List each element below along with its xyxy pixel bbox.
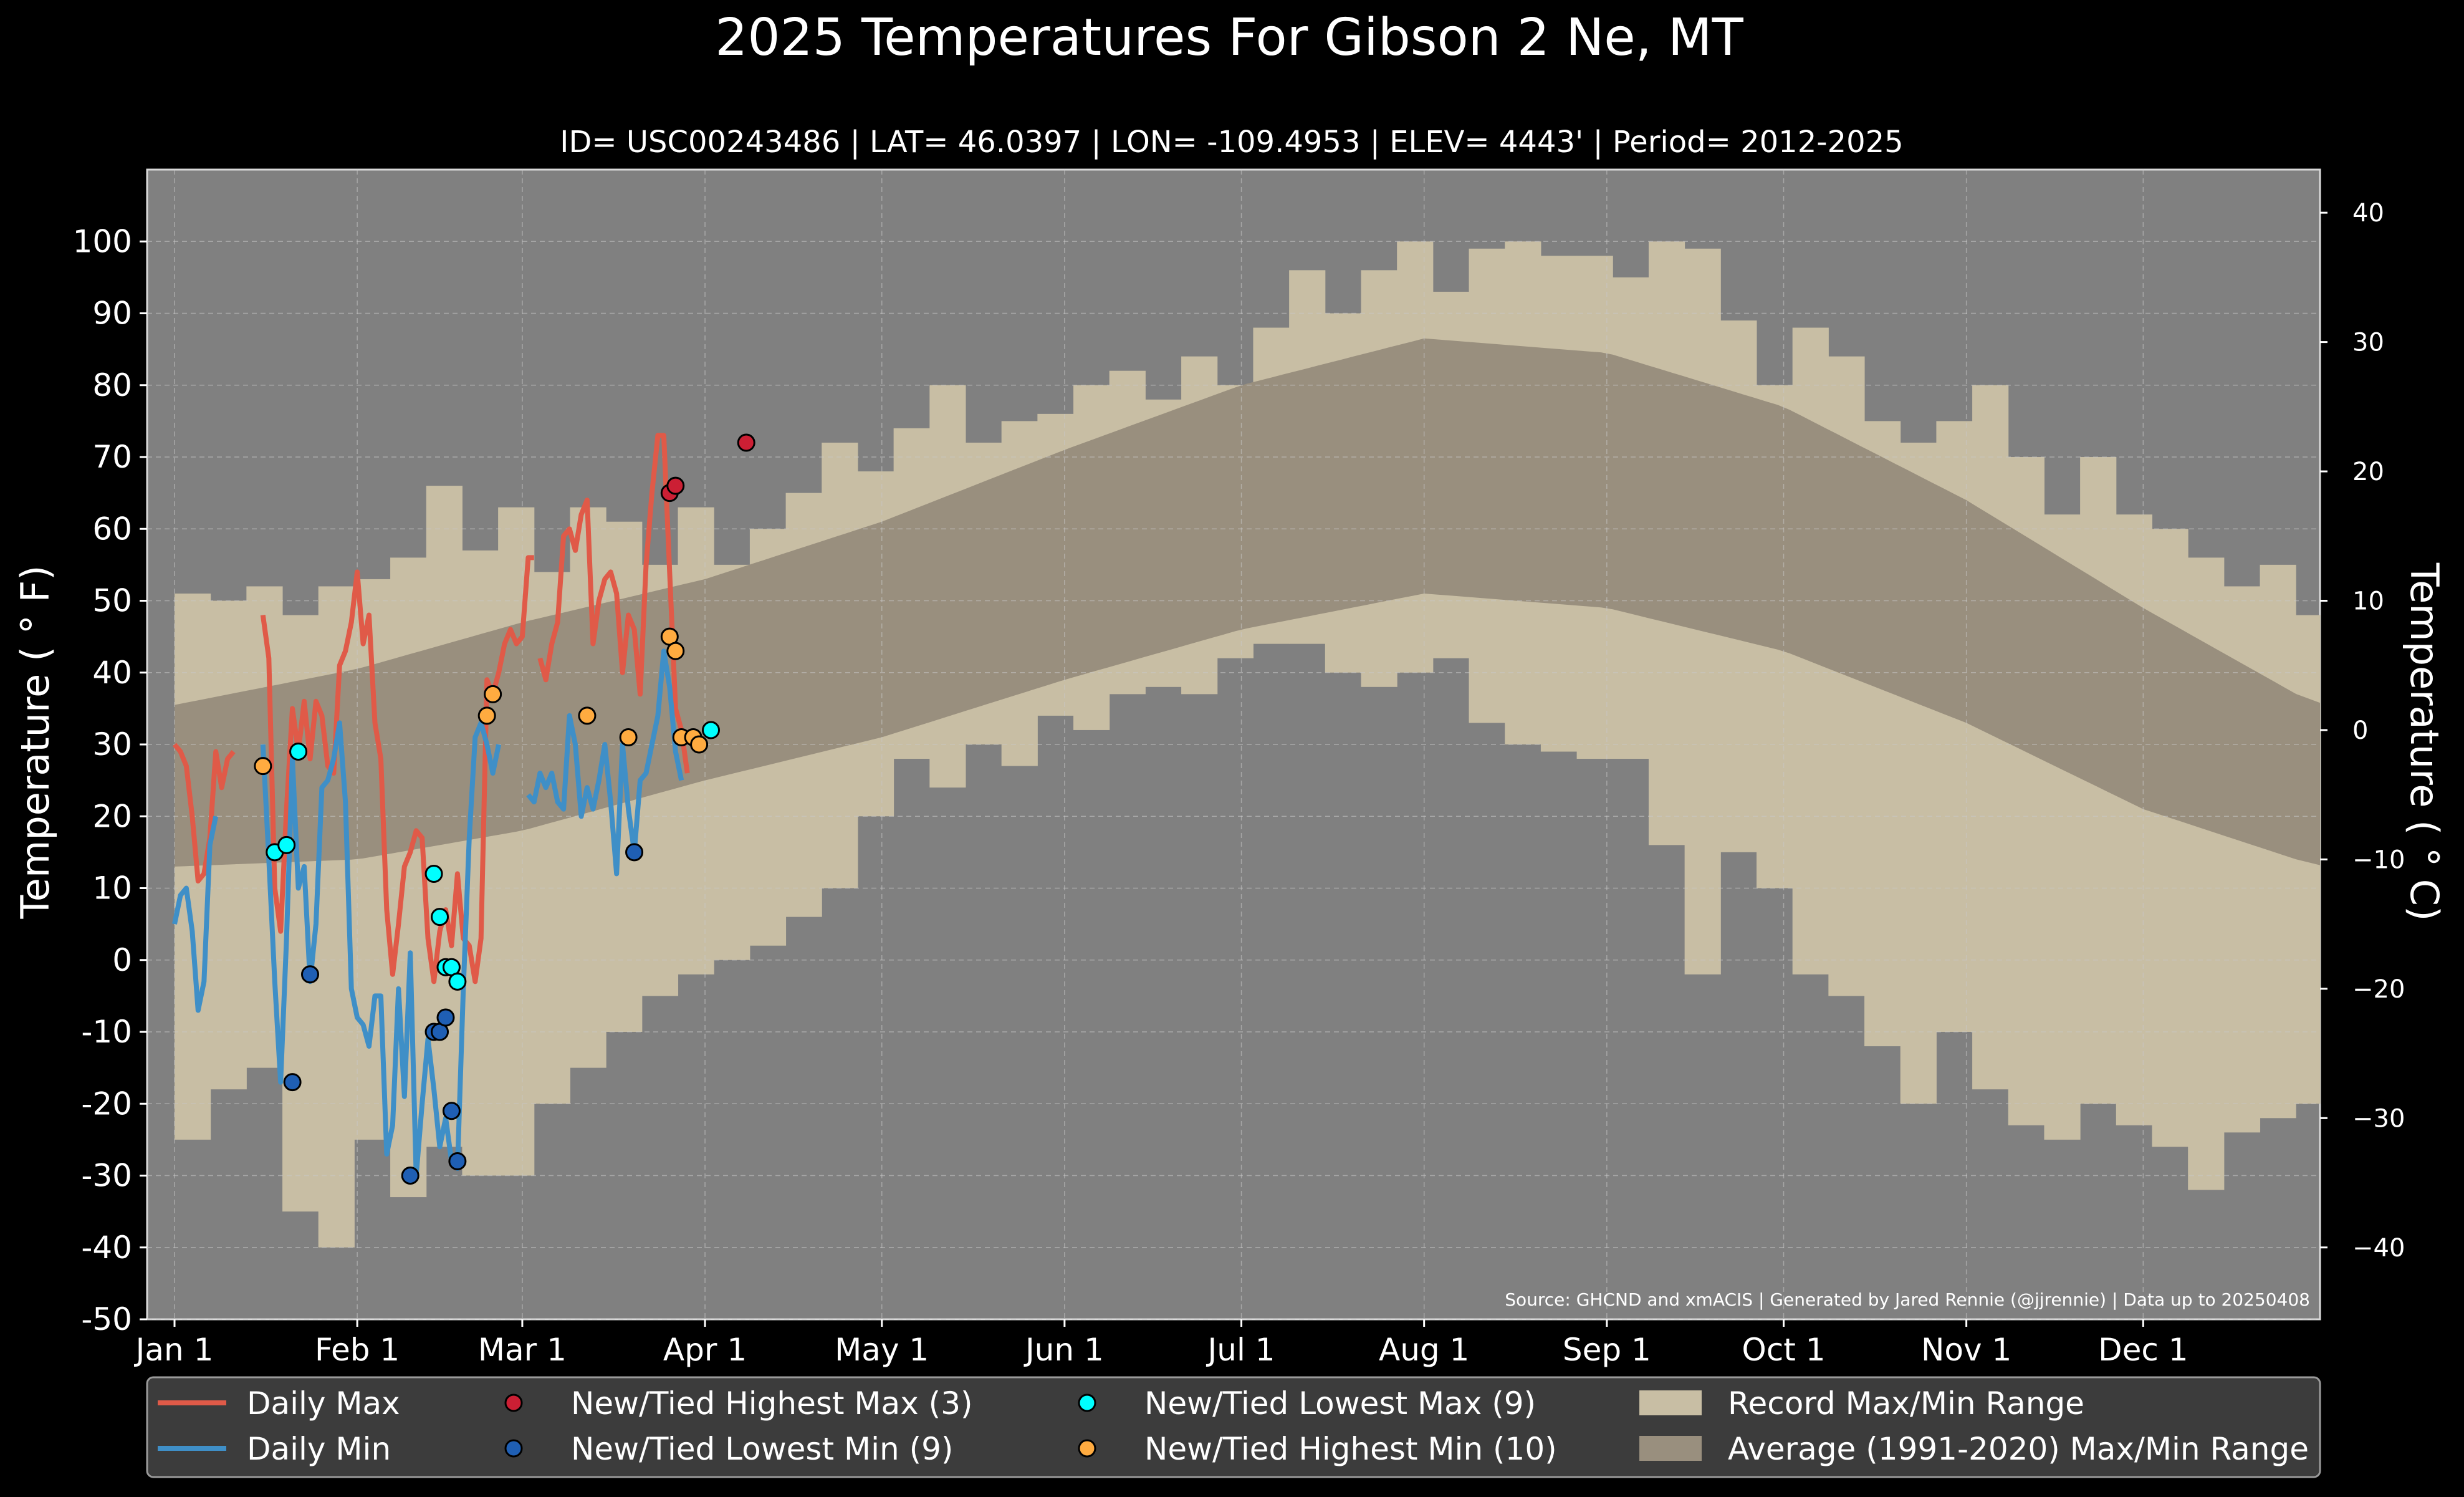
x-tick-label: Mar 1	[478, 1332, 567, 1368]
record-point	[737, 433, 755, 452]
legend-label: New/Tied Lowest Max (9)	[1144, 1385, 1536, 1422]
legend-box	[146, 1376, 2321, 1478]
x-tick-label: Jun 1	[1023, 1332, 1104, 1368]
record-point	[666, 642, 685, 660]
y-tick-label: 10	[92, 870, 132, 907]
x-tick-label: May 1	[835, 1332, 929, 1368]
source-note: Source: GHCND and xmACIS | Generated by …	[1505, 1289, 2310, 1310]
chart-title: 2025 Temperatures For Gibson 2 Ne, MT	[715, 8, 1743, 67]
chart-subtitle: ID= USC00243486 | LAT= 46.0397 | LON= -1…	[560, 125, 1903, 160]
record-point	[283, 1073, 302, 1092]
record-point	[442, 1102, 461, 1120]
record-point	[477, 706, 496, 725]
record-range-bar	[498, 507, 535, 1176]
record-point	[690, 735, 709, 754]
legend-swatch-patch	[1639, 1390, 1702, 1415]
daily-min-line	[172, 816, 219, 1013]
x-tick-label: Nov 1	[1921, 1332, 2011, 1368]
legend: Daily Max Daily Min New/Tied Highest Max (…	[146, 1376, 2321, 1478]
y-tick-label: 20	[92, 798, 132, 834]
legend-label: New/Tied Lowest Min (9)	[571, 1431, 953, 1467]
record-point	[424, 864, 443, 883]
record-point	[289, 743, 308, 761]
daily-min-line	[526, 648, 684, 877]
y-tick-label: 100	[73, 223, 132, 259]
y-tick-label: 90	[92, 296, 132, 332]
record-point	[702, 721, 720, 739]
record-point	[666, 476, 685, 495]
legend-swatch-dot	[504, 1439, 523, 1458]
x-tick-label: Aug 1	[1379, 1332, 1469, 1368]
legend-swatch-dot	[504, 1394, 523, 1412]
y-tick-label: -40	[81, 1230, 132, 1266]
right-tick-label: −10	[2352, 845, 2405, 874]
legend-swatch-dot	[1078, 1394, 1096, 1412]
x-tick-label: Jan 1	[134, 1332, 214, 1368]
right-tick-label: −30	[2352, 1104, 2405, 1133]
daily-max-line	[260, 555, 534, 984]
right-tick-label: 20	[2352, 458, 2384, 486]
x-tick-label: Dec 1	[2098, 1332, 2188, 1368]
right-tick-label: 0	[2352, 716, 2368, 745]
record-point	[436, 1008, 455, 1027]
daily-max-line	[537, 433, 690, 774]
right-tick-label: 10	[2352, 587, 2384, 616]
legend-label: Daily Min	[247, 1431, 391, 1467]
record-point	[300, 965, 319, 984]
y-axis-label-left: Temperature ( ° F)	[12, 566, 58, 920]
right-tick-label: 40	[2352, 199, 2384, 228]
record-point	[277, 835, 296, 854]
record-point	[254, 757, 272, 776]
y-tick-label: 80	[92, 367, 132, 403]
plot-area: -50-40-30-20-100102030405060708090100Jan…	[73, 168, 2405, 1368]
y-tick-label: 0	[112, 942, 132, 978]
x-tick-label: Oct 1	[1742, 1332, 1825, 1368]
y-tick-label: 40	[92, 655, 132, 691]
record-point	[448, 972, 467, 991]
record-point	[625, 843, 644, 862]
right-tick-label: −40	[2352, 1234, 2405, 1263]
legend-label: New/Tied Highest Min (10)	[1144, 1431, 1557, 1467]
legend-label: New/Tied Highest Max (3)	[571, 1385, 973, 1422]
y-tick-label: -10	[81, 1014, 132, 1050]
legend-swatch-patch	[1639, 1436, 1702, 1461]
record-point	[448, 1152, 467, 1170]
x-tick-label: Jul 1	[1206, 1332, 1275, 1368]
record-point	[484, 685, 502, 703]
x-tick-label: Feb 1	[315, 1332, 400, 1368]
record-point	[431, 908, 449, 927]
legend-swatch-dot	[1078, 1439, 1096, 1458]
right-tick-label: −20	[2352, 975, 2405, 1004]
y-tick-label: 70	[92, 439, 132, 475]
y-tick-label: 30	[92, 726, 132, 763]
record-point	[578, 706, 597, 725]
y-tick-label: 60	[92, 511, 132, 547]
y-tick-label: 50	[92, 583, 132, 619]
x-tick-label: Apr 1	[663, 1332, 747, 1368]
y-tick-label: -20	[81, 1085, 132, 1122]
right-tick-label: 30	[2352, 329, 2384, 357]
legend-label: Average (1991-2020) Max/Min Range	[1728, 1431, 2309, 1467]
record-point	[401, 1167, 419, 1185]
x-tick-label: Sep 1	[1563, 1332, 1651, 1368]
y-tick-label: -50	[81, 1301, 132, 1337]
y-tick-label: -30	[81, 1158, 132, 1194]
legend-label: Record Max/Min Range	[1728, 1385, 2084, 1422]
record-point	[619, 728, 638, 746]
legend-label: Daily Max	[247, 1385, 400, 1422]
y-axis-label-right: Temperature ( ° C)	[2402, 562, 2447, 922]
daily-max-line	[172, 743, 236, 883]
